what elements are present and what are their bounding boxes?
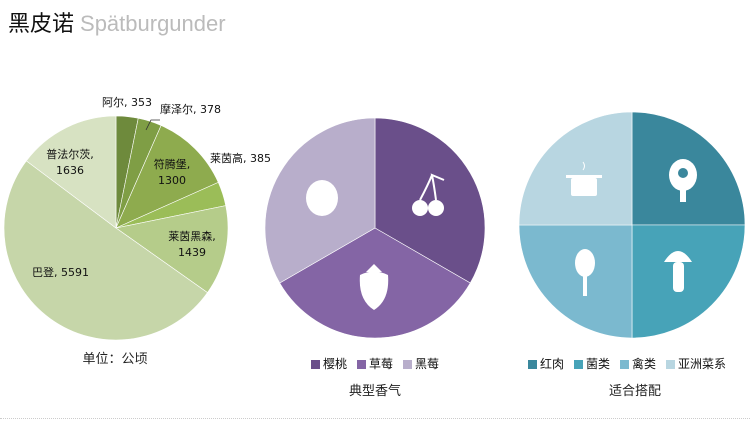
blackberry-icon <box>306 180 338 216</box>
legend-item: 菌类 <box>574 355 610 372</box>
legend-label: 红肉 <box>540 357 565 371</box>
chart3-legend: 红肉 菌类 禽类 亚洲菜系 <box>528 355 726 372</box>
mushroom-icon <box>664 251 692 292</box>
legend-swatch <box>403 360 413 369</box>
legend-label: 黑莓 <box>415 357 440 371</box>
legend-swatch <box>311 360 320 369</box>
drumstick-icon <box>575 249 595 296</box>
legend-label: 菌类 <box>586 357 611 371</box>
legend-item: 草莓 <box>357 355 393 372</box>
data-label-摩泽尔: 摩泽尔, 378 <box>160 102 221 116</box>
chart3-caption: 适合搭配 <box>608 384 661 399</box>
cherry-icon <box>412 173 445 216</box>
pie-slice-巴登 <box>3 160 208 341</box>
ham-icon <box>669 159 697 202</box>
legend-item: 亚洲菜系 <box>666 355 726 372</box>
legend-swatch <box>666 360 676 369</box>
title-main: 黑皮诺 <box>8 12 75 37</box>
chart2-legend: 樱桃 草莓 黑莓 <box>311 355 439 372</box>
legend-label: 亚洲菜系 <box>678 357 727 371</box>
legend-item: 红肉 <box>528 355 564 372</box>
leader-line <box>145 119 160 131</box>
pie-slice-亚洲菜系 <box>518 111 633 226</box>
title-sub: Spätburgunder <box>80 11 226 36</box>
legend-swatch <box>574 360 584 369</box>
page-title: 黑皮诺 Spätburgunder <box>8 6 226 38</box>
pie-slice-禽类 <box>518 224 633 339</box>
chart1-caption: 单位：公顷 <box>82 352 148 367</box>
legend-item: 黑莓 <box>403 355 439 372</box>
divider <box>0 418 750 419</box>
pie-slice-菌类 <box>631 224 746 339</box>
legend-label: 禽类 <box>632 357 657 371</box>
strawberry-icon <box>359 264 389 310</box>
legend-swatch <box>620 360 630 369</box>
pie-slice-符腾堡 <box>115 125 219 229</box>
pie-slice-樱桃 <box>374 117 486 284</box>
pie-slice-莱茵黑森 <box>115 205 229 294</box>
data-label-莱茵黑森: 莱茵黑森, 1439 <box>168 229 216 259</box>
data-label-符腾堡: 符腾堡, 1300 <box>154 157 191 187</box>
chart2-caption: 典型香气 <box>348 384 401 399</box>
pot-icon <box>566 161 602 196</box>
pie-slice-普法尔茨 <box>25 115 117 229</box>
legend-swatch <box>528 360 537 369</box>
legend-label: 草莓 <box>369 357 394 371</box>
data-label-普法尔茨: 普法尔茨, 1636 <box>46 147 94 177</box>
legend-label: 樱桃 <box>323 357 348 371</box>
data-label-莱茵高: 莱茵高, 385 <box>210 151 271 165</box>
data-label-巴登: 巴登, 5591 <box>32 265 89 279</box>
legend-item: 樱桃 <box>311 355 347 372</box>
data-label-阿尔: 阿尔, 353 <box>102 96 152 109</box>
legend-swatch <box>357 360 367 369</box>
legend-item: 禽类 <box>620 355 656 372</box>
